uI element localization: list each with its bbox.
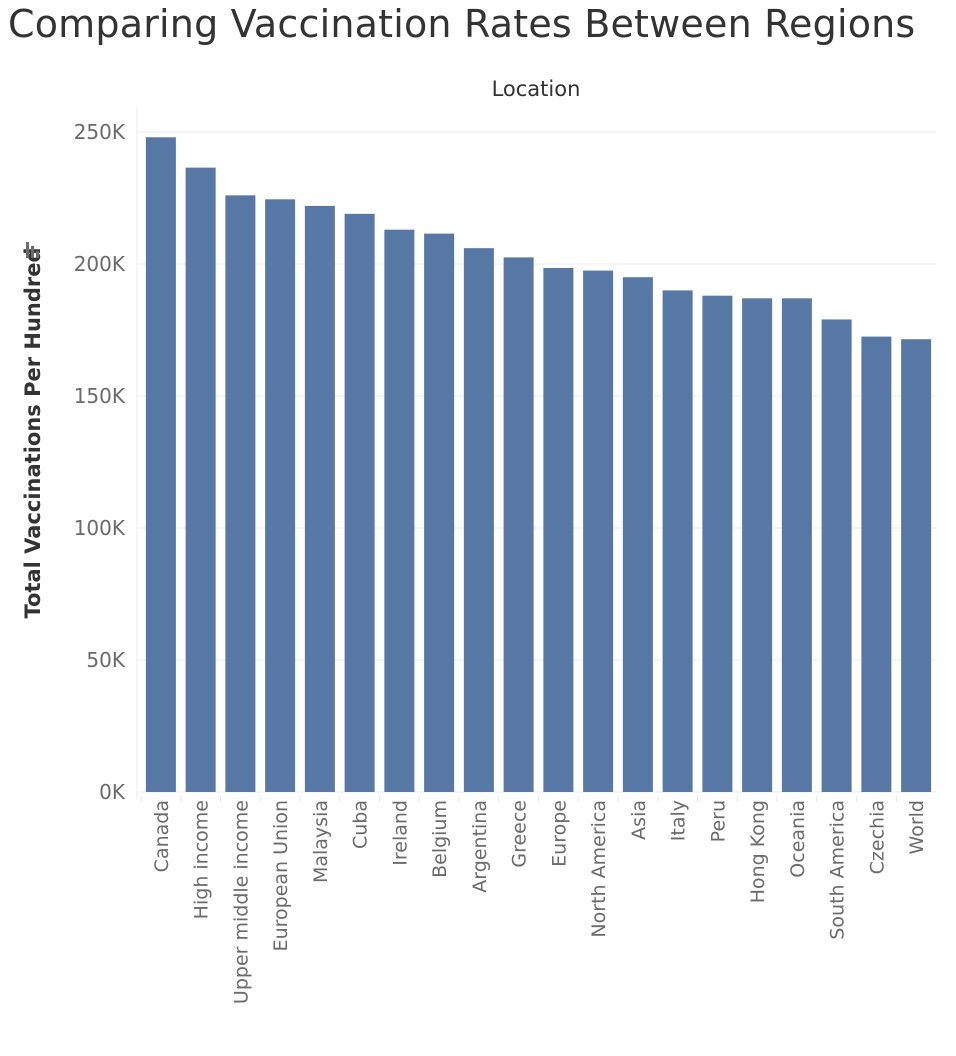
bar-upper-middle-income[interactable]: [225, 195, 256, 793]
bar-italy[interactable]: [662, 290, 693, 792]
bar-europe[interactable]: [543, 267, 574, 793]
bar-north-america[interactable]: [583, 270, 614, 793]
x-tick-label: World: [906, 800, 928, 854]
bar-oceania[interactable]: [781, 298, 812, 792]
bar-hong-kong[interactable]: [742, 298, 773, 792]
y-tick-label: 150K: [74, 384, 126, 408]
bar-argentina[interactable]: [463, 248, 494, 792]
column-header: Location: [492, 77, 581, 101]
x-tick-label: North America: [588, 800, 610, 938]
bar-world[interactable]: [901, 339, 932, 792]
bar-belgium[interactable]: [424, 233, 455, 792]
x-tick-label: European Union: [270, 800, 292, 951]
x-tick-label: Argentina: [469, 800, 491, 893]
bars: [145, 137, 932, 793]
x-tick-label: Asia: [628, 800, 650, 840]
y-tick-label: 0K: [99, 780, 126, 804]
x-tick-label: Oceania: [787, 800, 809, 878]
bar-cuba[interactable]: [344, 213, 375, 793]
x-tick-label: South America: [827, 800, 849, 940]
x-tick-label: High income: [191, 800, 213, 919]
bar-malaysia[interactable]: [304, 205, 335, 793]
bar-greece[interactable]: [503, 257, 534, 792]
x-tick-label: Belgium: [429, 800, 451, 878]
x-tick-label: Malaysia: [310, 800, 332, 883]
x-tick-label: Czechia: [866, 800, 888, 874]
bar-peru[interactable]: [702, 295, 733, 792]
x-tick-label: Peru: [707, 800, 729, 842]
y-axis: 0K 50K 100K 150K 200K 250K: [74, 120, 126, 804]
sort-descending-icon[interactable]: [26, 242, 39, 258]
y-tick-label: 50K: [86, 648, 125, 672]
y-axis-title: Total Vaccinations Per Hundred: [21, 247, 45, 618]
x-tick-label: Hong Kong: [747, 800, 769, 903]
x-tick-label: Europe: [548, 800, 570, 867]
y-tick-label: 100K: [74, 516, 126, 540]
x-tick-label: Italy: [668, 800, 690, 841]
x-tick-label: Canada: [151, 800, 173, 872]
bar-european-union[interactable]: [265, 199, 296, 792]
gridlines: [136, 107, 936, 800]
bar-high-income[interactable]: [185, 167, 216, 792]
x-tick-label: Upper middle income: [230, 800, 252, 1004]
y-tick-label: 250K: [74, 120, 126, 144]
x-tick-label: Greece: [509, 800, 531, 868]
y-tick-label: 200K: [74, 252, 126, 276]
bar-ireland[interactable]: [384, 229, 415, 792]
x-tick-label: Cuba: [350, 800, 372, 849]
chart-title: Comparing Vaccination Rates Between Regi…: [8, 2, 916, 46]
bar-asia[interactable]: [622, 277, 653, 792]
bar-canada[interactable]: [145, 137, 176, 792]
x-tick-label: Ireland: [389, 800, 411, 866]
x-axis: Canada High income Upper middle income Euro…: [140, 796, 928, 1004]
bar-czechia[interactable]: [861, 336, 892, 792]
bar-south-america[interactable]: [821, 319, 852, 792]
